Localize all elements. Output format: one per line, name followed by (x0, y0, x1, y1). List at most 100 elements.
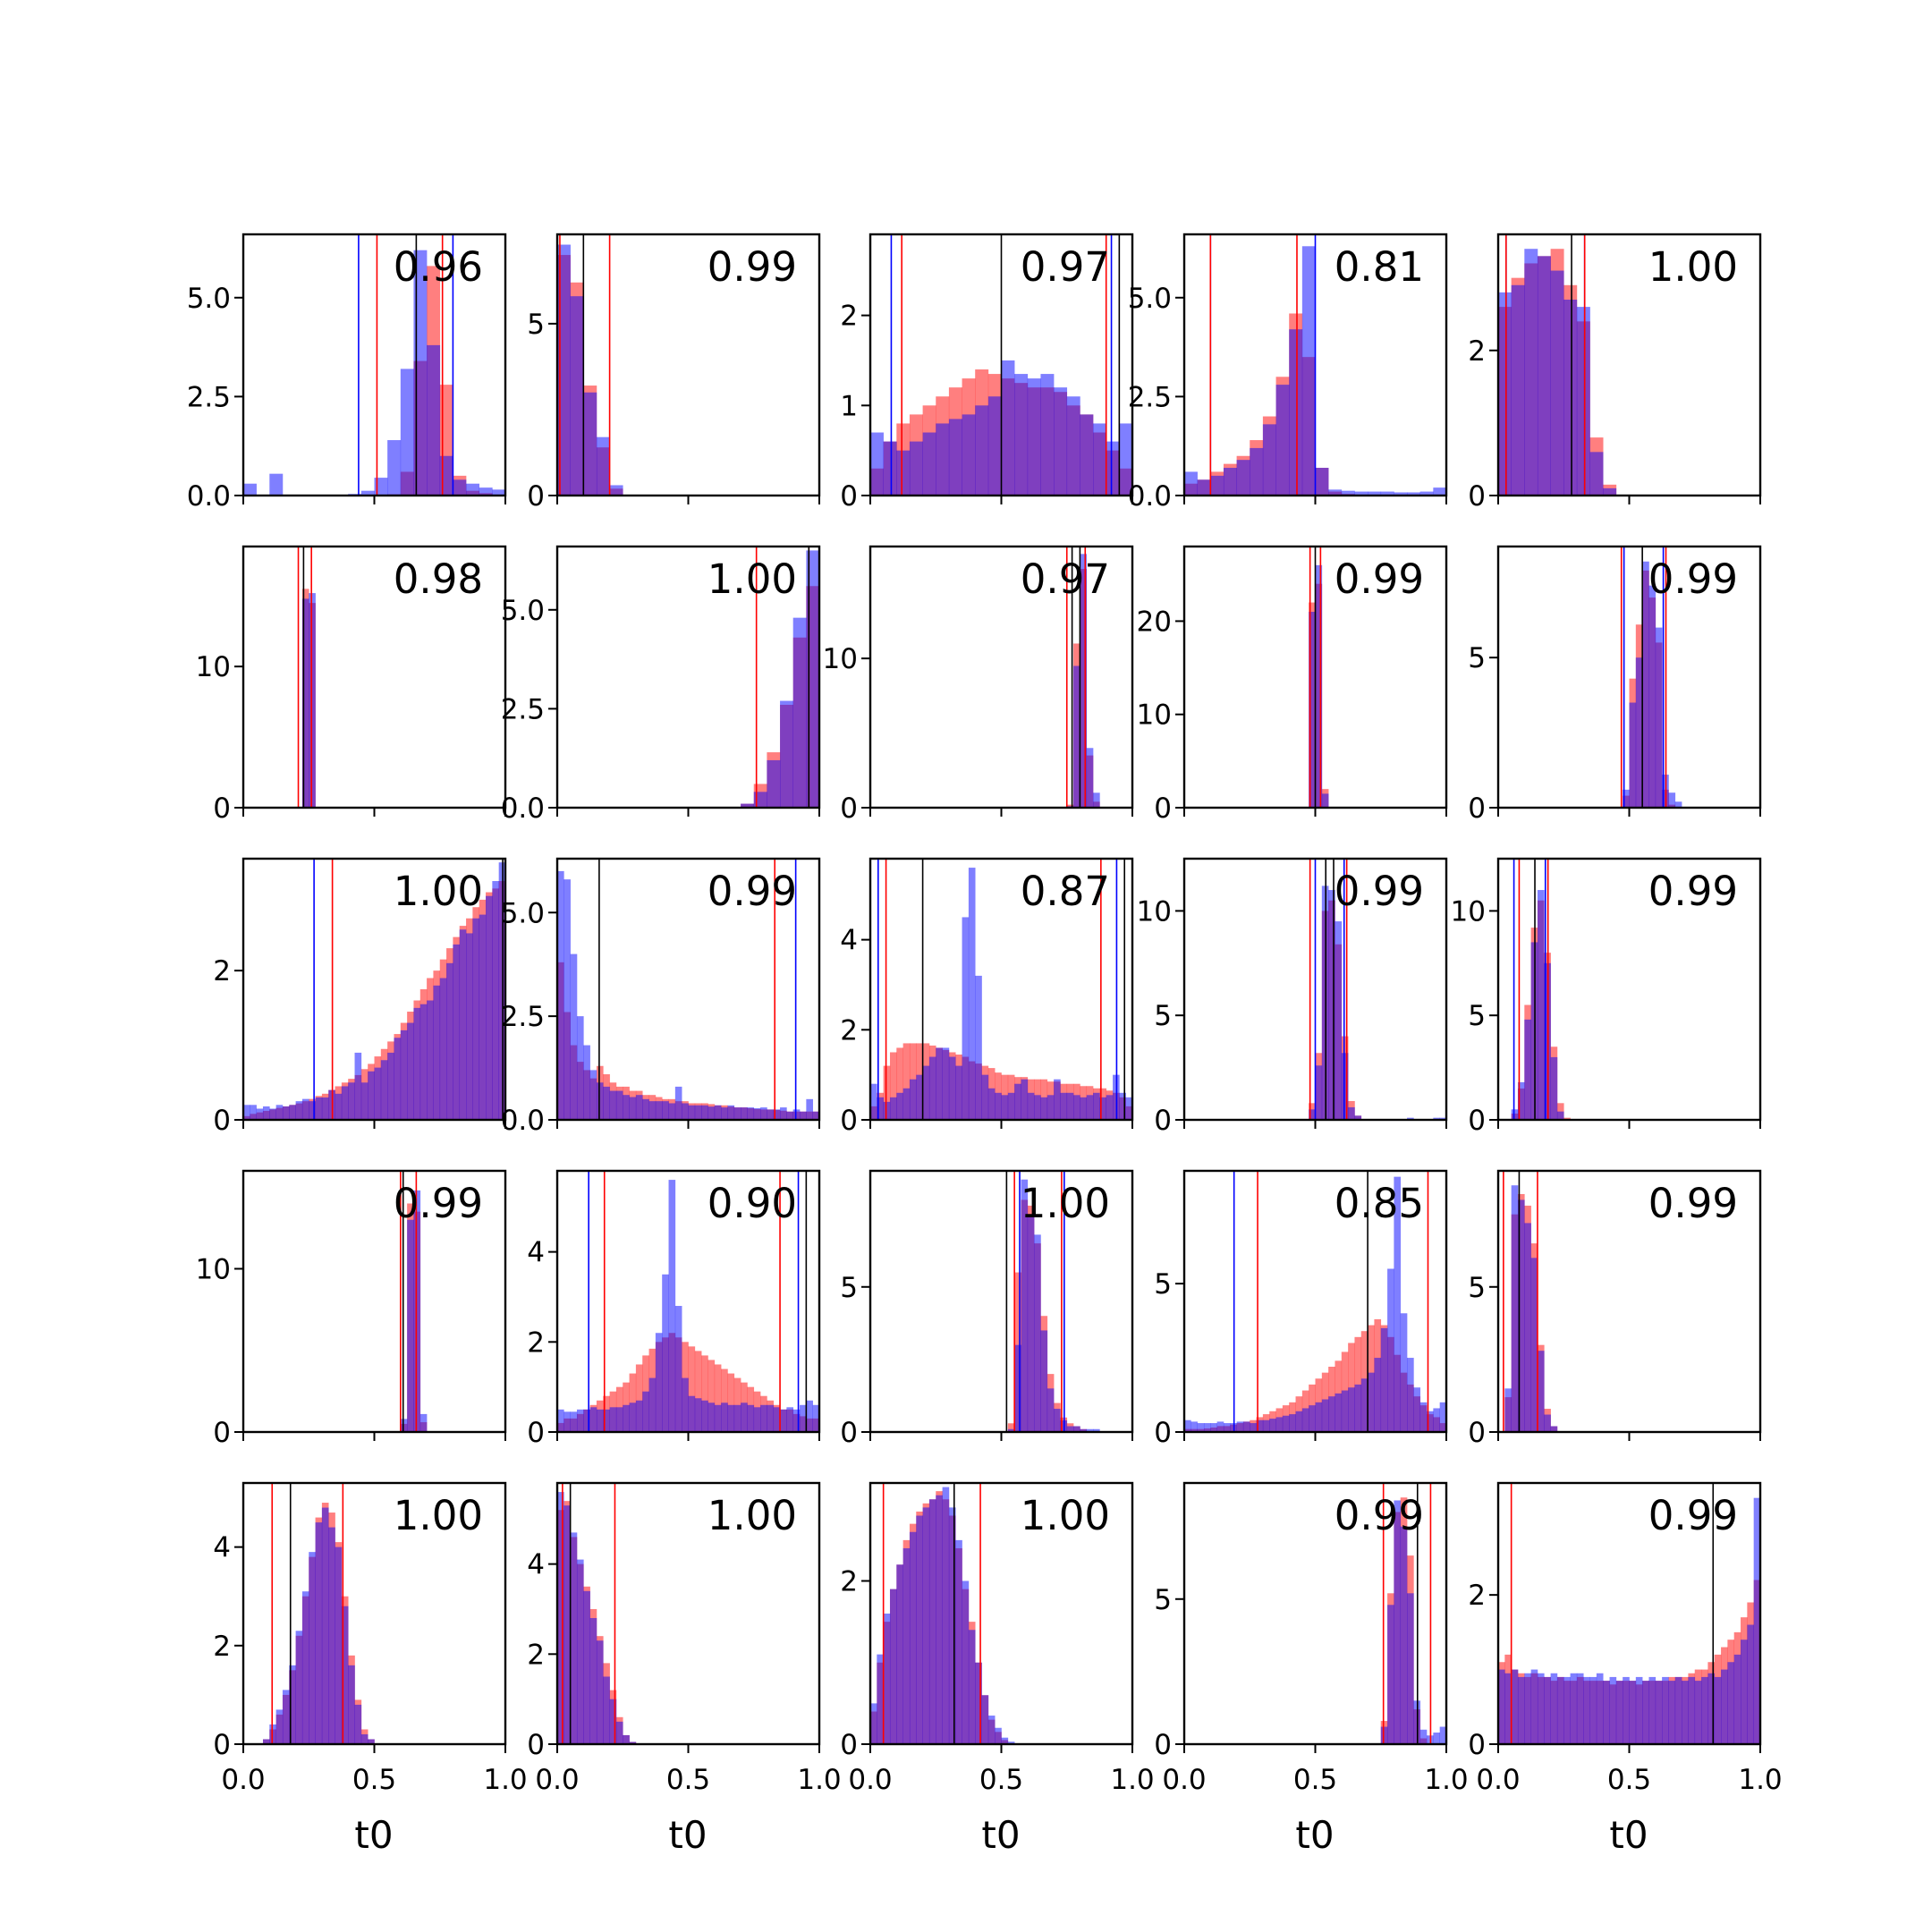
histogram-bar-blue (883, 1101, 891, 1120)
histogram-bar-blue (262, 1106, 270, 1120)
histogram-bar-blue (741, 803, 755, 808)
histogram-bar-blue (995, 1727, 1002, 1744)
panel-score-label: 1.00 (708, 555, 797, 603)
histogram-bar-blue (603, 1676, 610, 1744)
histogram-bar-blue (635, 1095, 643, 1120)
histogram-bar-blue (889, 1097, 897, 1120)
histogram-bar-blue (419, 1413, 428, 1432)
histogram-bar-blue (694, 1398, 702, 1432)
y-tick-label: 5.0 (1128, 283, 1172, 315)
x-tick-label: 0.5 (1293, 1764, 1337, 1796)
histogram-bar-blue (968, 868, 976, 1120)
x-tick-label: 0.5 (352, 1764, 396, 1796)
histogram-bar-blue (1596, 1673, 1604, 1744)
histogram-panel-r4-c1: 0 10 0.99 (196, 1169, 507, 1449)
histogram-bar-blue (1014, 1083, 1021, 1120)
histogram-bar-blue (1556, 1111, 1564, 1120)
histogram-bar-blue (1001, 360, 1015, 496)
histogram-bar-blue (1544, 1676, 1551, 1744)
histogram-bar-blue (1106, 441, 1120, 496)
y-tick-label: 2 (1468, 335, 1486, 368)
histogram-bar-blue (341, 1086, 349, 1120)
histogram-panel-r5-c2: 0 2 4 0.0 0.5 1.0 1.00 (527, 1481, 842, 1796)
histogram-bar-blue (1380, 491, 1394, 496)
y-tick-label: 0 (527, 1417, 545, 1449)
panel-score-label: 0.99 (1648, 555, 1738, 603)
y-tick-label: 0 (1154, 792, 1172, 825)
panel-score-label: 0.87 (1021, 868, 1110, 915)
y-tick-label: 10 (1451, 895, 1486, 928)
histogram-bar-blue (916, 1515, 923, 1744)
y-tick-label: 5.0 (501, 595, 545, 627)
x-tick-label: 0.0 (221, 1764, 265, 1796)
histogram-bar-blue (1407, 492, 1420, 496)
histogram-bar-blue (1295, 1411, 1303, 1432)
histogram-bar-blue (427, 1000, 434, 1120)
histogram-bar-blue (427, 344, 441, 496)
histogram-bar-blue (321, 1097, 329, 1120)
histogram-bar-blue (1603, 487, 1617, 496)
histogram-bar-blue (1021, 1079, 1029, 1120)
histogram-bar-blue (400, 1419, 408, 1432)
histogram-bar-blue (295, 1631, 303, 1744)
x-tick-label: 1.0 (797, 1764, 841, 1796)
histogram-bar-blue (1328, 1396, 1335, 1432)
histogram-bar-blue (1642, 561, 1649, 808)
histogram-bar-blue (1301, 1408, 1309, 1432)
histogram-bar-blue (1007, 1092, 1015, 1120)
histogram-bar-blue (870, 1083, 877, 1120)
histogram-bar-red (883, 1065, 891, 1120)
histogram-bar-blue (1315, 1402, 1323, 1432)
histogram-bar-blue (400, 369, 414, 496)
histogram-bar-red (902, 1043, 911, 1120)
histogram-bar-blue (786, 1111, 794, 1120)
histogram-bar-blue (1093, 792, 1100, 808)
y-tick-label: 2 (527, 1326, 545, 1359)
histogram-bar-blue (400, 1030, 408, 1120)
histogram-bar-blue (1309, 1405, 1316, 1432)
histogram-bar-blue (668, 1180, 676, 1432)
histogram-bar-blue (589, 1070, 597, 1120)
histogram-bar-blue (328, 1527, 335, 1744)
histogram-bar-blue (668, 1103, 676, 1120)
histogram-bar-blue (922, 1065, 930, 1120)
histogram-panel-r3-c1: 021.00 (213, 857, 507, 1137)
histogram-bar-blue (1197, 1423, 1205, 1432)
histogram-bar-blue (1027, 1092, 1035, 1120)
histogram-panel-r2-c2: 0.0 2.5 5.0 1.00 (501, 545, 821, 825)
y-tick-label: 20 (1137, 606, 1172, 638)
histogram-bar-blue (623, 1095, 630, 1120)
histogram-bar-blue (928, 1499, 936, 1744)
histogram-bar-blue (1682, 1681, 1689, 1744)
y-tick-label: 5 (527, 309, 545, 341)
panel-score-label: 0.99 (1648, 1492, 1738, 1539)
histogram-bar-blue (1073, 1095, 1080, 1120)
histogram-bar-blue (1001, 1737, 1009, 1744)
histogram-bar-blue (1080, 414, 1094, 496)
histogram-bar-blue (1550, 1426, 1558, 1432)
histogram-bar-blue (767, 1404, 775, 1432)
histogram-bar-blue (1753, 1497, 1761, 1744)
histogram-bar-blue (1086, 1428, 1094, 1432)
histogram-bar-blue (987, 396, 1002, 496)
histogram-bar-blue (374, 478, 388, 496)
histogram-bar-blue (1321, 1399, 1329, 1432)
histogram-panel-r1-c4: 0.0 2.5 5.0 0.81 (1128, 233, 1448, 513)
histogram-bar-blue (301, 1591, 309, 1744)
histogram-panel-r5-c1: 0 2 4 0.0 0.5 1.0 1.00 (213, 1481, 528, 1796)
histogram-bar-blue (256, 1108, 264, 1120)
histogram-bar-red (1556, 1103, 1564, 1120)
histogram-bar-blue (1309, 1109, 1316, 1120)
histogram-bar-blue (1275, 385, 1290, 496)
histogram-bar-blue (747, 1404, 755, 1432)
histogram-bar-blue (714, 1404, 722, 1432)
histogram-bar-blue (1073, 1426, 1080, 1432)
histogram-bar-blue (694, 1105, 702, 1120)
histogram-bar-blue (1203, 1423, 1211, 1432)
y-tick-label: 0.0 (187, 480, 231, 513)
histogram-bar-blue (1282, 1415, 1290, 1432)
histogram-bar-blue (936, 1495, 943, 1744)
panel-score-label: 0.90 (708, 1180, 797, 1227)
histogram-bar-blue (1054, 1409, 1061, 1432)
y-tick-label: 0 (1468, 1105, 1486, 1137)
